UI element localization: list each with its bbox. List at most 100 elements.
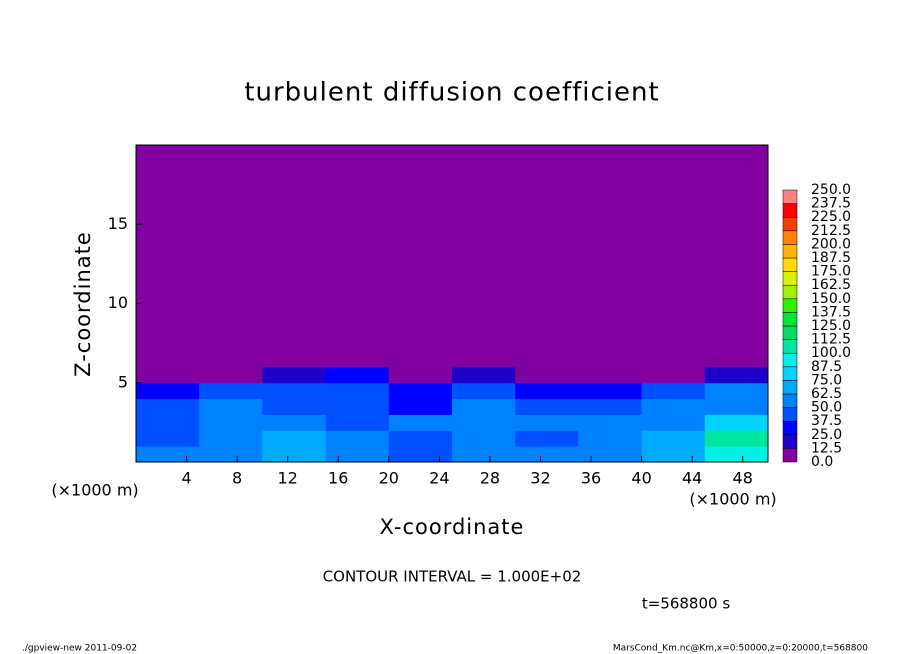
time-label: t=568800 s (642, 595, 730, 613)
x-tick-label: 24 (429, 469, 449, 488)
cell (388, 414, 453, 431)
colorbar-label: 62.5 (811, 386, 842, 402)
colorbar-label: 212.5 (811, 223, 851, 239)
cell (262, 446, 327, 463)
cell (641, 398, 706, 415)
cell (199, 446, 263, 463)
cell (515, 398, 579, 415)
colorbar-box (782, 352, 798, 368)
x-axis-label: X-coordinate (380, 515, 525, 539)
cell (704, 398, 769, 415)
cell (452, 398, 516, 415)
contour-interval: CONTOUR INTERVAL = 1.000E+02 (323, 568, 582, 586)
cell (641, 430, 706, 447)
colorbar-label: 112.5 (811, 332, 851, 348)
y-unit: (×1000 m) (51, 481, 138, 500)
x-unit: (×1000 m) (689, 490, 776, 509)
cell (452, 430, 516, 447)
colorbar-box (782, 325, 798, 340)
colorbar-box (782, 407, 798, 422)
colorbar-label: 150.0 (811, 291, 851, 307)
colorbar-label: 162.5 (811, 277, 851, 293)
cell (515, 430, 579, 447)
cell (578, 446, 643, 463)
colorbar-label: 137.5 (811, 304, 851, 320)
colorbar-label: 37.5 (811, 413, 842, 429)
chart-title: turbulent diffusion coefficient (244, 78, 659, 108)
cell (641, 145, 706, 368)
colorbar-box (782, 434, 798, 449)
cell (388, 366, 453, 384)
cell (262, 145, 327, 368)
colorbar-label: 237.5 (811, 196, 851, 212)
cell (704, 430, 769, 447)
colorbar-box (782, 257, 798, 272)
colorbar-label: 225.0 (811, 209, 851, 225)
cell (262, 382, 327, 400)
footer-right: MarsCond_Km.nc@Km,x=0:50000,z=0:20000,t=… (613, 644, 868, 654)
cell (136, 145, 200, 368)
cell (325, 382, 390, 400)
cell (325, 414, 390, 431)
colorbar-box (782, 298, 798, 313)
cell (325, 446, 390, 463)
cell (388, 398, 453, 415)
colorbar-label: 87.5 (811, 359, 842, 375)
y-tick-label: 15 (108, 214, 128, 233)
cell (641, 366, 706, 384)
x-tick-label: 8 (232, 469, 242, 488)
cell (641, 446, 706, 463)
cell (515, 382, 579, 400)
colorbar-box (782, 448, 798, 463)
cell (325, 366, 390, 384)
x-tick-label: 16 (328, 469, 348, 488)
colorbar-box (782, 420, 798, 436)
y-tick-label: 5 (118, 372, 128, 391)
y-axis-label: Z-coordinate (71, 231, 95, 377)
cell (578, 430, 643, 447)
cell (452, 145, 516, 368)
colorbar-label: 100.0 (811, 345, 851, 361)
cell (452, 366, 516, 384)
colorbar-label: 12.5 (811, 440, 842, 456)
x-tick-label: 44 (682, 469, 702, 488)
colorbar-box (782, 230, 798, 245)
cell (199, 366, 263, 384)
cell (515, 366, 579, 384)
colorbar-label: 175.0 (811, 264, 851, 280)
cell (641, 382, 706, 400)
colorbar-box (782, 203, 798, 218)
colorbar-label: 0.0 (811, 454, 833, 470)
cell (325, 430, 390, 447)
colorbar-label: 50.0 (811, 400, 842, 416)
cell (136, 398, 200, 415)
cell (452, 446, 516, 463)
cell (578, 398, 643, 415)
colorbar-box (782, 366, 798, 381)
x-tick-label: 36 (581, 469, 601, 488)
cell (325, 145, 390, 368)
cell (325, 398, 390, 415)
footer-left: ./gpview-new 2011-09-02 (22, 644, 137, 654)
colorbar-label: 187.5 (811, 250, 851, 266)
cell (262, 398, 327, 415)
x-tick-label: 40 (631, 469, 651, 488)
x-tick-label: 28 (480, 469, 500, 488)
cell (388, 382, 453, 400)
colorbar-box (782, 380, 798, 395)
cell (136, 414, 200, 431)
cell (452, 414, 516, 431)
cell (388, 145, 453, 368)
cell (136, 366, 200, 384)
colorbar-box (782, 312, 798, 327)
cell (262, 430, 327, 447)
cell (452, 382, 516, 400)
cell (704, 414, 769, 431)
colorbar-box (782, 271, 798, 286)
colorbar-label: 125.0 (811, 318, 851, 334)
cell (388, 446, 453, 463)
colorbar-box (782, 284, 798, 300)
colorbar-label: 200.0 (811, 236, 851, 252)
cell (704, 145, 769, 368)
